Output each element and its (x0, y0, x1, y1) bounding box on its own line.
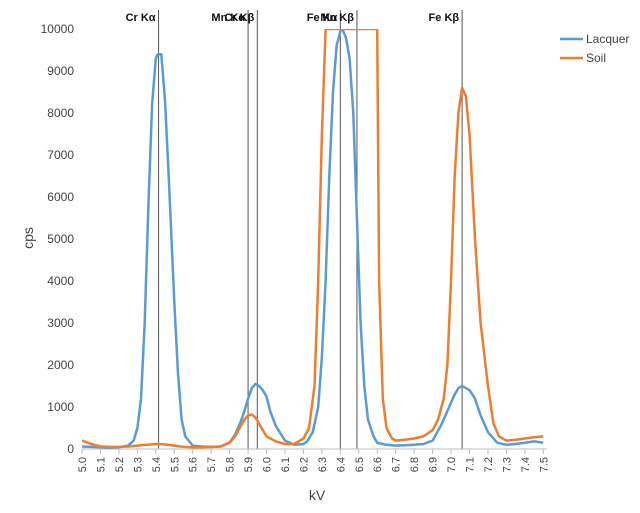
series-layer (82, 29, 544, 449)
legend-label-soil: Soil (586, 51, 606, 65)
reference-line-label: Cr Kα (126, 12, 156, 24)
x-tick-label: 7.1 (465, 457, 477, 472)
x-tick-label: 6.1 (280, 457, 292, 472)
y-axis: 0 1000 2000 3000 4000 5000 6000 7000 8000 9000 100… (41, 22, 75, 456)
x-tick-label: 5.5 (169, 457, 181, 472)
x-tick-label: 6.6 (372, 457, 384, 472)
x-tick-label: 7.2 (483, 457, 495, 472)
x-tick-label: 5.4 (151, 457, 163, 472)
x-tick-label: 7.4 (520, 457, 532, 472)
reference-line-label: Mn Kα (211, 12, 245, 24)
x-tick-label: 7.0 (446, 457, 458, 472)
y-tick-label: 10000 (41, 22, 75, 36)
y-axis-label: cps (20, 227, 36, 249)
x-tick-label: 6.8 (409, 457, 421, 472)
x-tick-label: 5.0 (77, 457, 89, 472)
series-line-lacquer (82, 29, 544, 449)
y-tick-label: 6000 (47, 190, 74, 204)
x-tick-label: 7.5 (538, 457, 550, 472)
y-tick-label: 4000 (47, 274, 74, 288)
reference-line-label: Mn Kβ (320, 12, 354, 24)
x-tick-label: 6.5 (354, 457, 366, 472)
y-tick-label: 0 (67, 442, 74, 456)
y-tick-label: 5000 (47, 232, 74, 246)
y-tick-label: 8000 (47, 106, 74, 120)
x-tick-label: 5.3 (132, 457, 144, 472)
x-tick-label: 5.6 (188, 457, 200, 472)
x-tick-label: 6.3 (317, 457, 329, 472)
x-tick-label: 6.9 (428, 457, 440, 472)
x-tick-label: 5.8 (225, 457, 237, 472)
legend: Lacquer Soil (560, 32, 629, 65)
y-tick-label: 9000 (47, 64, 74, 78)
reference-line-label: Fe Kα (307, 12, 338, 24)
x-tick-label: 7.3 (501, 457, 513, 472)
x-tick-label: 6.7 (391, 457, 403, 472)
x-tick-label: 5.1 (95, 457, 107, 472)
x-tick-label: 6.0 (262, 457, 274, 472)
y-tick-label: 1000 (47, 400, 74, 414)
reference-line-label: Cr Kβ (224, 12, 254, 24)
series-line-soil (82, 29, 544, 449)
y-tick-label: 7000 (47, 148, 74, 162)
y-tick-label: 2000 (47, 358, 74, 372)
x-tick-label: 6.4 (335, 457, 347, 472)
legend-label-lacquer: Lacquer (586, 32, 629, 46)
x-tick-label: 6.2 (298, 457, 310, 472)
reference-line-label: Fe Kβ (429, 12, 460, 24)
x-tick-label: 5.9 (243, 457, 255, 472)
x-tick-label: 5.2 (114, 457, 126, 472)
y-tick-label: 3000 (47, 316, 74, 330)
x-axis-label: kV (309, 487, 326, 503)
x-tick-label: 5.7 (206, 457, 218, 472)
x-axis: 5.0 5.1 5.2 5.3 5.4 5.5 5.6 5.7 5.8 5.9 6.0 6.1 6.2 6… (77, 448, 550, 472)
